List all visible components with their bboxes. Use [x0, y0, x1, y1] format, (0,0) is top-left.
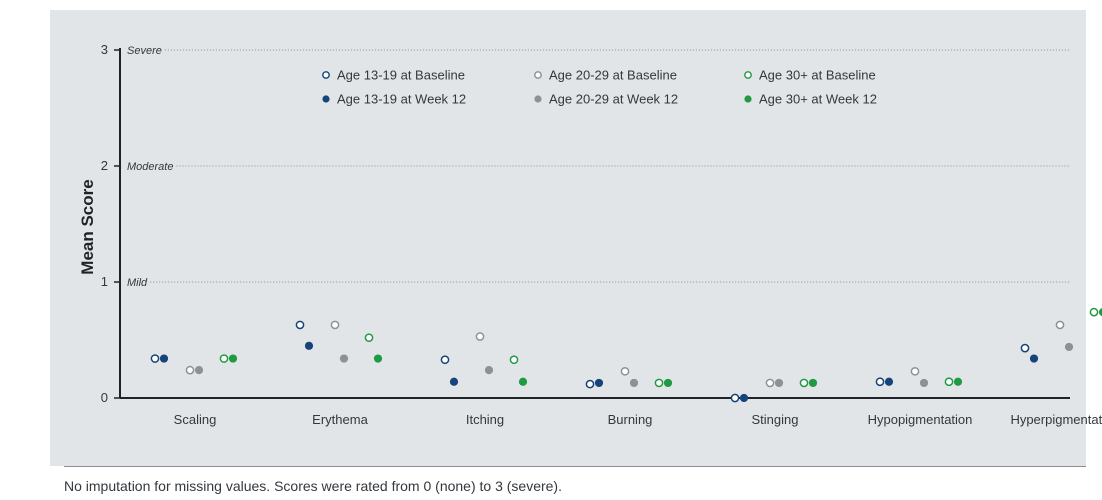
- data-point: [518, 377, 528, 386]
- legend-label: Age 13-19 at Week 12: [337, 92, 466, 107]
- category-label: Hypopigmentation: [868, 412, 973, 427]
- data-point: [150, 354, 160, 363]
- severity-label: Mild: [127, 277, 148, 289]
- y-tick-label: 0: [101, 390, 108, 405]
- data-point: [808, 378, 818, 388]
- data-point: [919, 378, 929, 388]
- category-label: Burning: [608, 412, 653, 427]
- data-point: [1055, 320, 1065, 330]
- legend-marker: [322, 95, 330, 103]
- data-point: [663, 378, 673, 388]
- legend-marker: [744, 71, 752, 79]
- data-point: [339, 354, 349, 363]
- data-point: [1089, 307, 1099, 317]
- footnote-divider: [64, 466, 1086, 467]
- y-axis-title: Mean Score: [78, 179, 97, 274]
- data-point: [219, 354, 229, 363]
- data-point: [739, 393, 749, 403]
- chart-svg: 0 1 2 3 Mild Moderate Severe Mean Score Scaling E…: [78, 42, 1102, 427]
- data-point: [629, 378, 639, 388]
- data-point: [730, 393, 740, 403]
- data-point: [440, 355, 450, 365]
- data-point: [304, 341, 314, 350]
- data-point: [875, 377, 885, 387]
- category-label: Erythema: [312, 412, 368, 427]
- chart-panel: [50, 10, 1086, 466]
- data-point: [364, 333, 374, 343]
- y-tick-label: 1: [101, 274, 108, 289]
- data-point: [330, 320, 340, 330]
- severity-label: Moderate: [127, 161, 173, 173]
- y-tick-label: 2: [101, 158, 108, 173]
- legend-marker: [744, 95, 752, 103]
- data-point: [228, 354, 238, 363]
- legend-label: Age 30+ at Baseline: [759, 68, 876, 83]
- data-point: [449, 377, 459, 386]
- data-point: [594, 378, 604, 388]
- legend-label: Age 20-29 at Week 12: [549, 92, 678, 107]
- data-point: [373, 354, 383, 363]
- legend-marker: [534, 95, 542, 103]
- data-point: [159, 354, 169, 363]
- category-label: Scaling: [174, 412, 217, 427]
- data-point: [620, 366, 630, 376]
- data-point: [1098, 308, 1102, 317]
- data-point: [910, 366, 920, 376]
- data-point: [194, 366, 204, 375]
- category-label: Stinging: [752, 412, 799, 427]
- category-label: Itching: [466, 412, 504, 427]
- data-point: [509, 355, 519, 365]
- legend-marker: [534, 71, 542, 79]
- data-point: [799, 378, 809, 388]
- legend-marker: [322, 71, 330, 79]
- data-point: [1020, 343, 1030, 353]
- severity-label: Severe: [127, 45, 162, 57]
- data-point: [884, 377, 894, 386]
- y-tick-label: 3: [101, 42, 108, 57]
- data-point: [185, 365, 195, 375]
- legend-label: Age 30+ at Week 12: [759, 92, 877, 107]
- data-point: [1029, 354, 1039, 363]
- data-point: [585, 379, 595, 389]
- data-point: [944, 377, 954, 387]
- footnote: No imputation for missing values. Scores…: [64, 478, 562, 494]
- legend-label: Age 20-29 at Baseline: [549, 68, 677, 83]
- category-label: Hyperpigmentation: [1010, 412, 1102, 427]
- data-point: [1064, 342, 1074, 352]
- legend-label: Age 13-19 at Baseline: [337, 68, 465, 83]
- data-point: [774, 378, 784, 388]
- data-point: [484, 366, 494, 375]
- data-point: [654, 378, 664, 388]
- data-point: [475, 332, 485, 341]
- data-point: [953, 377, 963, 386]
- data-point: [295, 320, 305, 330]
- data-point: [765, 378, 775, 388]
